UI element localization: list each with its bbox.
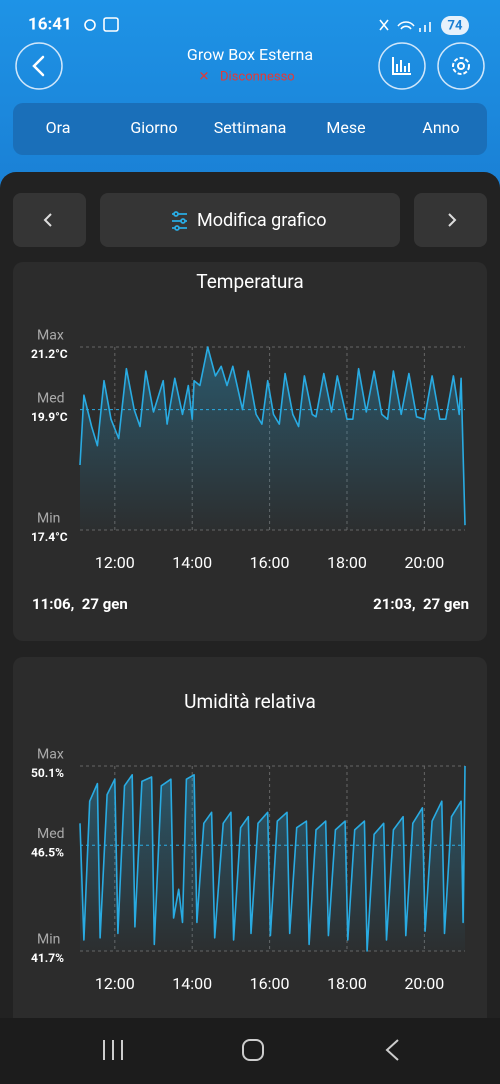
data-line (79, 765, 466, 952)
tab-bar (13, 103, 487, 155)
status-icon: ✕ (199, 69, 210, 84)
data-line (79, 346, 466, 526)
x-tick-label: 14:00 (172, 974, 212, 993)
tab[interactable]: Settimana (214, 118, 287, 137)
settings-button[interactable] (437, 42, 485, 90)
x-tick-label: 18:00 (327, 974, 367, 993)
tab[interactable]: Ora (46, 118, 71, 137)
chart-title: Umidità relativa (184, 690, 316, 713)
y-tick-label: 50.1% (31, 766, 64, 780)
charts: Temperatura 17.4°C Min 19.9°C Med 21.2°C Max 12… (31, 270, 469, 993)
home-button[interactable] (242, 1039, 264, 1061)
end-time: 21:03, 27 gen (373, 595, 469, 613)
settings-icon-center (457, 62, 465, 70)
y-tick-label: 21.2°C (31, 347, 68, 361)
connection-status: Disconnesso (220, 69, 295, 84)
chart-icon (392, 57, 411, 75)
tab[interactable]: Mese (326, 118, 365, 137)
clock: 16:41 (28, 14, 72, 34)
x-tick-label: 20:00 (404, 974, 444, 993)
chart-title: Temperatura (196, 270, 303, 293)
y-tick-label: 19.9°C (31, 410, 68, 424)
prev-button[interactable] (13, 193, 86, 247)
tab[interactable]: Anno (422, 118, 459, 137)
top-background (0, 0, 500, 200)
x-tick-label: 20:00 (404, 553, 444, 572)
x-tick-label: 18:00 (327, 553, 367, 572)
x-tick-label: 16:00 (250, 553, 290, 572)
area-fill (80, 347, 465, 530)
recents-button[interactable] (103, 1040, 123, 1060)
edit-chart-label: Modifica grafico (197, 210, 326, 231)
y-tick-name: Med (37, 826, 65, 842)
back-button[interactable] (15, 42, 63, 90)
next-icon (448, 213, 457, 227)
prev-icon (43, 213, 52, 227)
y-tick-name: Min (37, 511, 60, 527)
edit-icon (172, 211, 187, 231)
next-button[interactable] (414, 193, 487, 247)
x-tick-label: 12:00 (95, 553, 135, 572)
y-tick-label: 41.7% (31, 951, 64, 965)
battery-level: 74 (448, 18, 463, 33)
x-tick-label: 16:00 (250, 974, 290, 993)
y-tick-name: Med (37, 390, 65, 406)
back-icon (32, 55, 45, 77)
chart-button[interactable] (378, 42, 426, 90)
edit-chart-button[interactable] (100, 193, 400, 247)
tab[interactable]: Giorno (130, 118, 177, 137)
y-tick-label: 17.4°C (31, 530, 68, 544)
settings-icon (452, 57, 470, 75)
y-tick-name: Min (37, 932, 60, 948)
tabs: Ora Giorno Settimana Mese Anno (46, 118, 460, 137)
device-title: Grow Box Esterna (187, 45, 313, 64)
start-time: 11:06, 27 gen (32, 595, 128, 613)
x-tick-label: 12:00 (95, 974, 135, 993)
x-tick-label: 14:00 (172, 553, 212, 572)
y-tick-name: Max (37, 747, 64, 763)
nav-bar (0, 1018, 500, 1084)
battery (441, 16, 469, 35)
y-tick-name: Max (37, 328, 64, 344)
back-nav-button[interactable] (385, 1039, 399, 1061)
y-tick-label: 46.5% (31, 845, 64, 859)
status-icons (84, 17, 431, 32)
